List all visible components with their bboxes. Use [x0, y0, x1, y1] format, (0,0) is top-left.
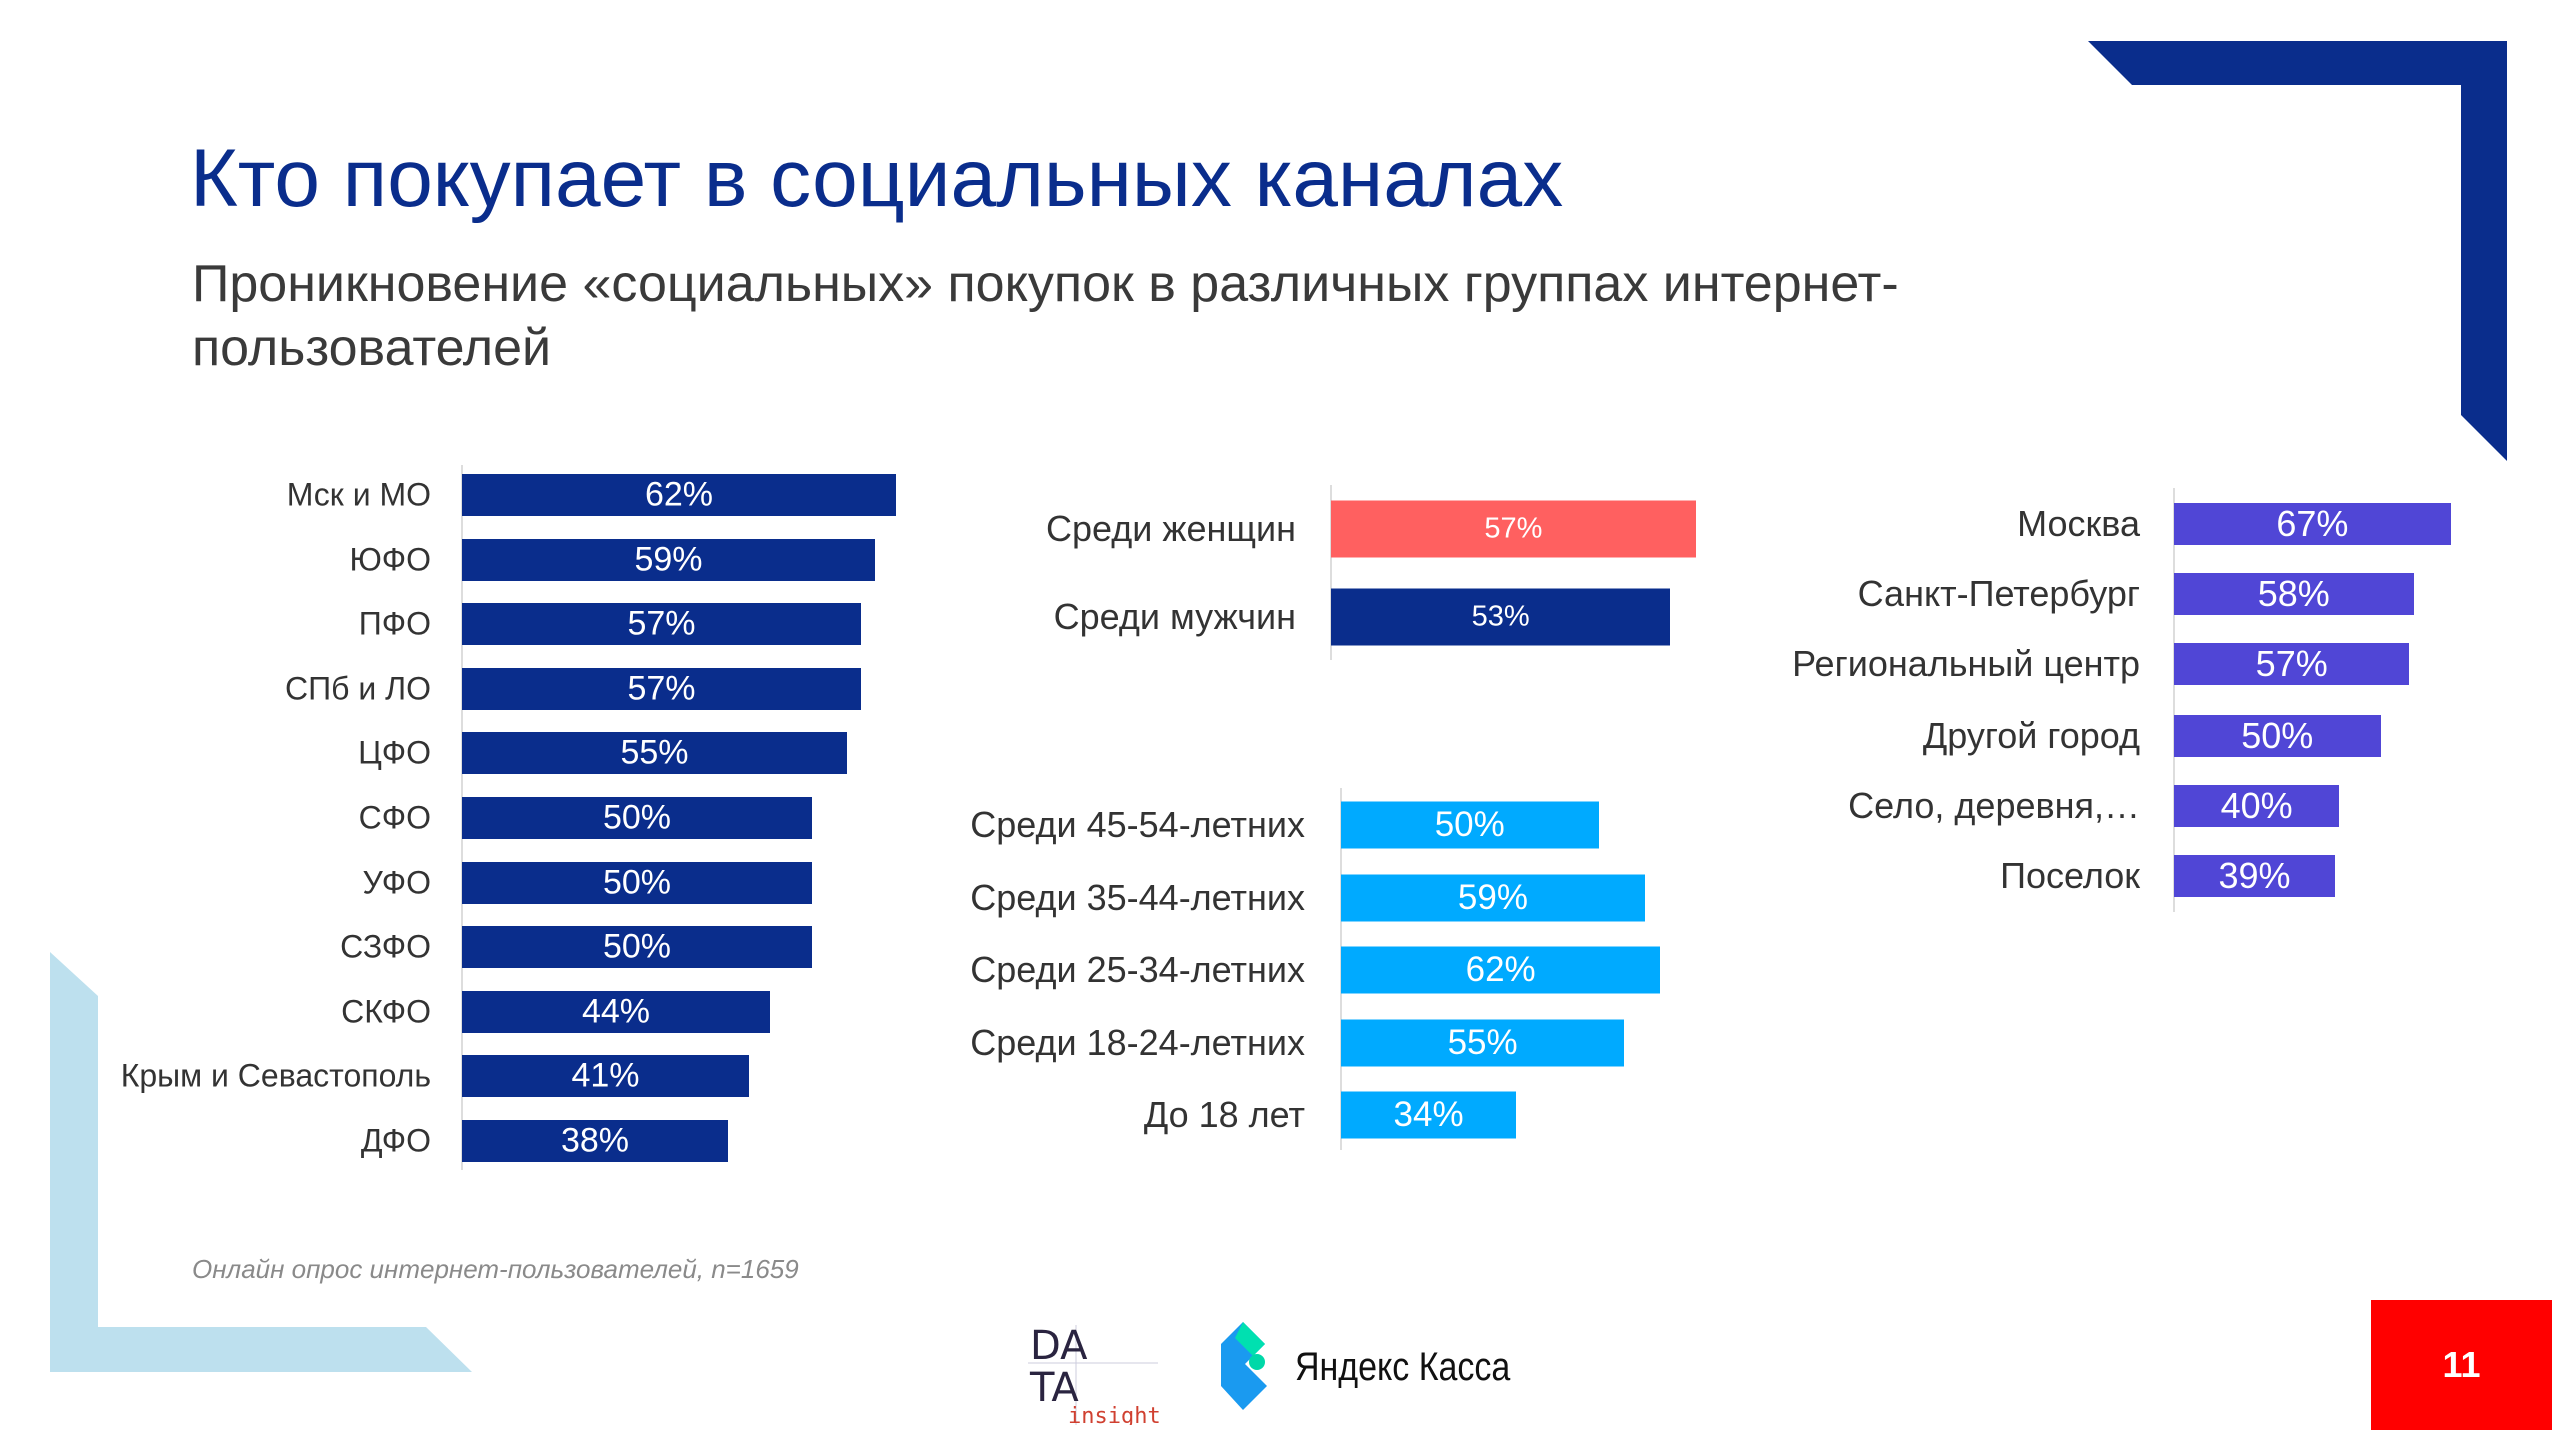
data-label: 59% [634, 540, 703, 579]
category-label: Среди 35-44-летних [970, 877, 1305, 918]
category-label: Мск и МО [286, 476, 431, 513]
category-label: Региональный центр [1792, 643, 2140, 684]
category-label: Село, деревня,… [1848, 785, 2140, 826]
category-label: СЗФО [340, 928, 431, 965]
data-label: 55% [620, 733, 689, 772]
category-label: Поселок [2000, 855, 2140, 896]
category-label: СКФО [341, 993, 431, 1030]
bar [2174, 785, 2340, 827]
bar [462, 538, 875, 581]
bar [1341, 874, 1645, 922]
bar [2174, 855, 2336, 897]
data-label: 39% [2218, 855, 2291, 896]
category-label: Среди 45-54-летних [970, 804, 1305, 845]
bar [462, 732, 847, 775]
category-label: Среди женщин [1046, 508, 1296, 549]
bar [462, 1120, 728, 1162]
bar [462, 861, 812, 904]
data-label: 50% [602, 863, 672, 902]
svg-text:DA: DA [1030, 1325, 1088, 1369]
bar [2174, 643, 2410, 685]
bottom-left-corner-decor [50, 952, 472, 1372]
category-label: Другой город [1922, 715, 2140, 756]
svg-text:Яндекс Касса: Яндекс Касса [1295, 1343, 1511, 1388]
svg-text:insight: insight [1068, 1404, 1161, 1425]
page-number-badge: 11 [2371, 1300, 2552, 1430]
data-label: 58% [2257, 573, 2330, 614]
bar [1331, 588, 1671, 646]
bar [2174, 503, 2451, 545]
data-label: 50% [602, 798, 672, 837]
bar [462, 603, 861, 646]
data-label: 50% [2241, 715, 2314, 756]
data-label: 50% [1434, 805, 1505, 844]
data-label: 34% [1393, 1095, 1464, 1134]
data-label: 38% [560, 1121, 630, 1160]
category-label: СПб и ЛО [285, 670, 431, 707]
axis-line [2173, 488, 2175, 912]
category-label: До 18 лет [1143, 1094, 1305, 1135]
category-label: Москва [2017, 503, 2140, 544]
data-label: 59% [1457, 878, 1528, 917]
category-label: ЮФО [349, 541, 431, 578]
data-label: 50% [602, 927, 672, 966]
category-label: Среди 18-24-летних [970, 1022, 1305, 1063]
bar [462, 1055, 749, 1098]
data-label: 57% [2255, 643, 2328, 684]
data-insight-logo: DA TA insight [1028, 1323, 1163, 1429]
data-label: 62% [644, 475, 714, 514]
top-right-corner-decor [2088, 41, 2507, 461]
category-label: Среди мужчин [1053, 596, 1296, 637]
data-label: 53% [1471, 600, 1530, 633]
bar [1331, 500, 1696, 558]
bar [462, 926, 812, 969]
svg-text:TA: TA [1029, 1365, 1079, 1411]
bar [2174, 573, 2414, 615]
bar [1341, 1091, 1517, 1139]
axis-line [1330, 485, 1332, 660]
data-label: 57% [627, 669, 696, 708]
footnote: Онлайн опрос интернет-пользователей, n=1… [192, 1254, 799, 1284]
data-label: 55% [1447, 1023, 1518, 1062]
category-label: Крым и Севастополь [120, 1057, 431, 1094]
data-label: 62% [1465, 950, 1536, 989]
category-label: СФО [358, 799, 431, 836]
data-label: 44% [581, 992, 651, 1031]
data-label: 41% [571, 1056, 640, 1095]
yandex-kassa-logo: Яндекс Касса [1215, 1322, 1515, 1412]
bar [462, 667, 861, 710]
bar [462, 990, 770, 1033]
bar [462, 474, 896, 516]
category-label: Среди 25-34-летних [970, 949, 1305, 990]
bar [1341, 946, 1661, 994]
bar [1341, 801, 1599, 849]
page-number: 11 [2442, 1344, 2481, 1385]
category-label: ДФО [360, 1122, 431, 1159]
page-title: Кто покупает в социальных каналах [190, 133, 1564, 224]
data-label: 40% [2220, 785, 2293, 826]
bar [2174, 715, 2381, 757]
category-label: ПФО [358, 605, 431, 642]
category-label: Санкт-Петербург [1857, 573, 2140, 614]
data-label: 67% [2276, 503, 2349, 544]
bar [1341, 1019, 1625, 1067]
page-subtitle: Проникновение «социальных» покупок в раз… [192, 255, 1899, 377]
category-label: УФО [362, 864, 431, 901]
data-label: 57% [1484, 512, 1543, 545]
category-label: ЦФО [358, 734, 431, 771]
data-label: 57% [627, 604, 696, 643]
bar [462, 797, 812, 839]
